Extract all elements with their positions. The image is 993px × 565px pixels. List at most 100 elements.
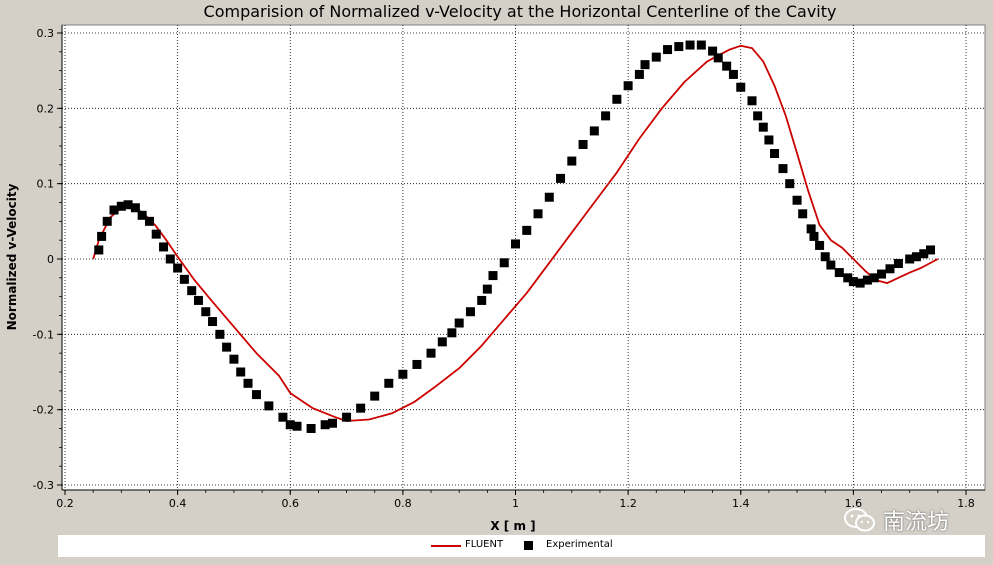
data-point-experimental [320,420,330,430]
watermark-text: 南流坊 [883,510,950,535]
data-point-experimental [855,278,865,288]
data-point-experimental [488,271,498,281]
data-point-experimental [544,192,554,202]
data-point-experimental [640,60,650,70]
x-tick-label: 1.2 [619,497,637,510]
data-point-experimental [820,252,830,262]
data-point-experimental [770,149,780,159]
data-point-experimental [130,203,140,213]
data-point-experimental [911,252,921,262]
y-tick-label: 0 [47,253,54,266]
data-point-experimental [384,378,394,388]
legend-experimental-swatch [524,541,533,550]
data-point-experimental [222,342,232,352]
plot-area [61,24,986,491]
data-point-experimental [747,96,757,106]
data-point-experimental [885,264,895,274]
y-tick-label: 0.3 [37,27,55,40]
series-line-fluent [92,44,939,422]
data-point-experimental [685,40,695,50]
legend-fluent-swatch [431,545,461,547]
data-point-experimental [722,61,732,71]
data-point-experimental [499,258,509,268]
data-point-experimental [728,69,738,79]
data-point-experimental [306,424,316,433]
data-point-experimental [482,284,492,294]
data-point-experimental [116,201,126,211]
y-tick-label: -0.3 [33,479,54,492]
data-point-experimental [165,254,175,264]
data-point-experimental [264,401,274,411]
data-point-experimental [926,245,936,255]
data-point-experimental [370,391,380,401]
data-point-experimental [137,210,147,220]
data-point-experimental [764,135,774,145]
data-point-experimental [919,249,929,259]
data-point-experimental [251,390,261,400]
data-point-experimental [651,52,661,62]
data-point-experimental [758,122,768,132]
data-point-experimental [843,273,853,283]
data-point-experimental [798,209,808,219]
data-point-experimental [327,418,337,428]
data-point-experimental [708,46,718,56]
data-point-experimental [109,205,119,215]
data-point-experimental [426,348,436,358]
data-point-experimental [663,45,673,55]
watermark: 南流坊 [843,505,949,535]
wechat-icon [844,508,875,532]
data-point-experimental [229,354,239,364]
y-tick-label: -0.2 [33,404,54,417]
data-point-experimental [94,245,104,255]
chart-title: Comparision of Normalized v-Velocity at … [203,2,837,21]
data-point-experimental [144,216,154,226]
x-tick-label: 0.6 [282,497,300,510]
data-point-experimental [356,403,366,413]
x-tick-label: 1.8 [957,497,975,510]
data-point-experimental [447,328,457,338]
data-point-experimental [398,369,408,379]
data-point-experimental [173,263,183,273]
data-point-experimental [208,317,218,327]
x-tick-label: 0.2 [56,497,74,510]
data-point-experimental [601,111,611,121]
data-point-experimental [123,200,133,210]
data-point-experimental [159,242,169,252]
data-point-experimental [778,164,788,174]
data-point-experimental [862,275,872,285]
x-tick-label: 1 [512,497,519,510]
data-point-experimental [753,111,763,121]
data-point-experimental [193,295,203,305]
y-tick-label: -0.1 [33,328,54,341]
data-point-experimental [215,329,225,339]
data-point-experimental [437,337,447,347]
data-point-experimental [578,139,588,149]
data-point-experimental [102,216,112,226]
data-point-experimental [848,277,858,287]
data-point-experimental [696,40,706,50]
data-point-experimental [187,286,197,296]
data-point-experimental [674,42,684,52]
data-point-experimental [342,412,352,422]
data-point-experimental [522,225,532,235]
x-tick-label: 0.4 [169,497,187,510]
data-point-experimental [893,259,903,269]
data-point-experimental [826,260,836,270]
legend-experimental-label: Experimental [546,539,613,550]
data-point-experimental [567,156,577,166]
data-point-experimental [905,254,915,264]
data-point-experimental [623,81,633,91]
data-point-experimental [785,179,795,189]
data-point-experimental [612,94,622,104]
data-point-experimental [736,82,746,92]
data-point-experimental [97,231,107,241]
data-point-experimental [179,274,189,284]
x-tick-label: 1.4 [732,497,750,510]
data-point-experimental [201,307,211,317]
data-point-experimental [834,268,844,278]
legend-fluent-label: FLUENT [465,539,504,550]
data-point-experimental [454,318,464,328]
data-point-experimental [556,173,566,183]
data-point-experimental [278,412,288,422]
